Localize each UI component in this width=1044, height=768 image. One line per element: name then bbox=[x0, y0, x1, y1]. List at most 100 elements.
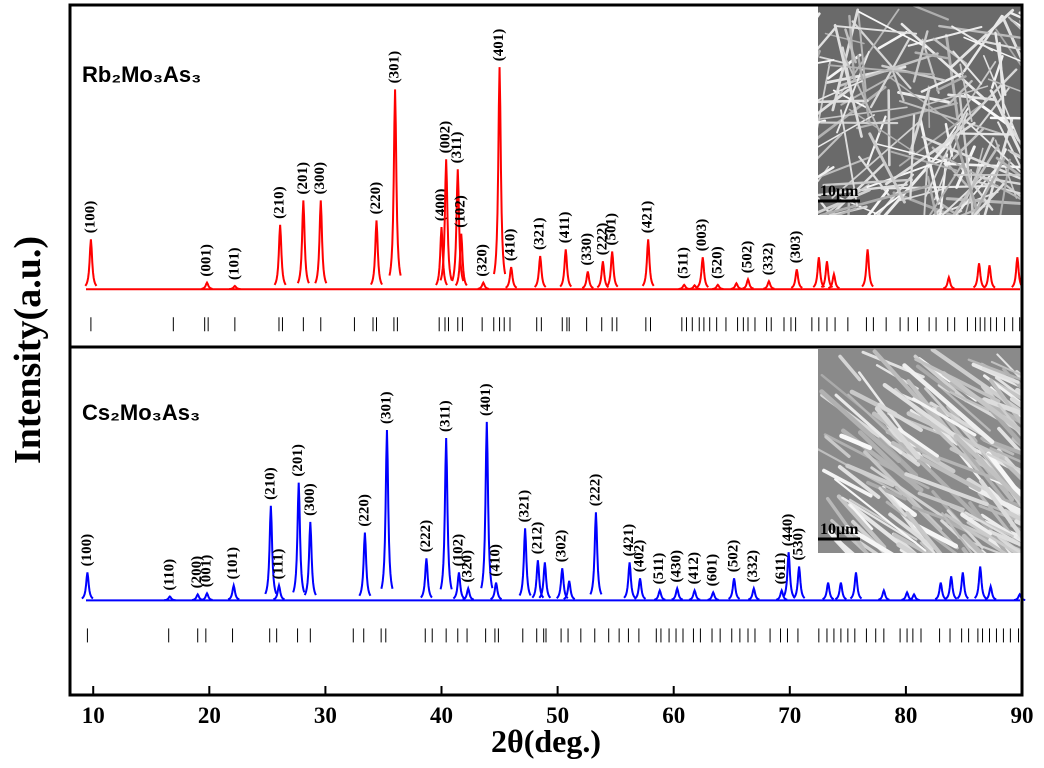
peak-label: (320) bbox=[460, 550, 476, 583]
inset-rod bbox=[858, 10, 928, 49]
inset-rod bbox=[968, 483, 1021, 516]
peak bbox=[201, 591, 213, 601]
inset-rod bbox=[849, 503, 874, 531]
peak-label: (520) bbox=[709, 246, 725, 279]
inset-texture bbox=[818, 349, 1021, 553]
inset-rod bbox=[835, 207, 857, 215]
peak bbox=[264, 505, 278, 595]
inset-rod bbox=[986, 453, 1021, 472]
inset-rod bbox=[988, 378, 1021, 426]
inset-rod bbox=[866, 480, 907, 501]
peak bbox=[712, 283, 724, 290]
peak bbox=[273, 224, 287, 286]
inset-rod bbox=[917, 491, 965, 512]
peak-label: (210) bbox=[262, 467, 278, 500]
inset-rod bbox=[998, 456, 1021, 481]
peak bbox=[861, 249, 874, 288]
inset-rod bbox=[980, 549, 987, 553]
peak bbox=[533, 255, 547, 288]
peak bbox=[505, 266, 518, 289]
inset-rod bbox=[871, 411, 941, 463]
peak bbox=[792, 566, 806, 599]
peak bbox=[763, 278, 775, 290]
peak-label: (421) bbox=[640, 201, 656, 234]
peak bbox=[633, 578, 647, 600]
inset-rod bbox=[877, 402, 923, 433]
inset-rod bbox=[818, 197, 833, 215]
inset-rod bbox=[959, 205, 986, 215]
inset-rod bbox=[981, 367, 1020, 384]
inset-rod bbox=[858, 155, 892, 199]
inset-rod bbox=[961, 547, 969, 553]
peak bbox=[972, 263, 986, 289]
inset-rod bbox=[938, 153, 949, 215]
inset-rod bbox=[973, 183, 1005, 215]
inset-rod bbox=[857, 371, 931, 470]
inset-rod bbox=[902, 363, 995, 445]
inset-rod bbox=[957, 132, 1017, 136]
peak-label: (332) bbox=[760, 243, 776, 276]
peak-label: (201) bbox=[295, 162, 311, 195]
inset-rod bbox=[944, 513, 1008, 553]
peak-label: (401) bbox=[491, 29, 507, 62]
peak bbox=[84, 239, 98, 287]
x-tick-label: 30 bbox=[314, 703, 337, 728]
inset-rod bbox=[878, 486, 907, 517]
peak bbox=[623, 562, 636, 599]
inset-rod bbox=[866, 189, 889, 215]
x-tick-label: 50 bbox=[546, 703, 569, 728]
peak bbox=[934, 582, 947, 601]
inset-rod bbox=[818, 12, 821, 18]
inset-rod bbox=[963, 14, 1004, 73]
peak bbox=[292, 482, 306, 593]
inset-rod bbox=[1019, 117, 1021, 120]
peak-label: (411) bbox=[557, 212, 573, 244]
inset-rod bbox=[818, 61, 831, 129]
inset-rod bbox=[997, 403, 1021, 434]
inset-rod bbox=[888, 512, 936, 550]
inset-rod bbox=[818, 106, 908, 121]
peak-label: (611) bbox=[773, 553, 789, 585]
peak bbox=[782, 552, 796, 598]
inset-rod bbox=[995, 28, 1021, 67]
inset-rod bbox=[978, 504, 1019, 522]
peak bbox=[984, 582, 997, 601]
peak-label: (502) bbox=[739, 241, 755, 274]
peak-label: (440) bbox=[780, 514, 796, 547]
peak-label: (430) bbox=[669, 550, 685, 583]
peak bbox=[834, 582, 847, 601]
peak bbox=[439, 159, 453, 281]
peak bbox=[812, 257, 826, 288]
inset-rod bbox=[1007, 16, 1021, 31]
inset-rod bbox=[872, 349, 940, 423]
inset-rod bbox=[928, 161, 965, 215]
inset-rod bbox=[1007, 149, 1021, 158]
inset-rod bbox=[999, 158, 1011, 215]
inset-rod bbox=[834, 393, 903, 455]
peak bbox=[596, 261, 610, 289]
peak bbox=[696, 257, 709, 288]
inset-rod bbox=[1018, 11, 1021, 15]
peak bbox=[707, 590, 719, 601]
peak-label: (222) bbox=[418, 520, 434, 553]
peak-label: (002) bbox=[438, 121, 454, 154]
peak bbox=[983, 265, 996, 289]
peak bbox=[420, 558, 433, 599]
peak-label: (102) bbox=[453, 195, 469, 228]
inset-rod bbox=[924, 111, 967, 198]
peak bbox=[358, 532, 372, 597]
x-tick-label: 60 bbox=[662, 703, 685, 728]
inset-rod bbox=[883, 136, 955, 215]
inset-rod bbox=[956, 60, 997, 121]
panel-title: Rb₂Mo₃As₃ bbox=[82, 62, 201, 87]
peak bbox=[820, 261, 834, 289]
x-tick-label: 10 bbox=[82, 703, 105, 728]
peak bbox=[878, 587, 890, 601]
inset-rod bbox=[989, 447, 1021, 464]
peak-label: (410) bbox=[488, 544, 504, 576]
peak bbox=[435, 227, 448, 286]
inset-rod bbox=[896, 542, 917, 553]
peak bbox=[370, 220, 383, 286]
inset-texture bbox=[818, 5, 1021, 215]
inset-rod bbox=[835, 538, 855, 553]
